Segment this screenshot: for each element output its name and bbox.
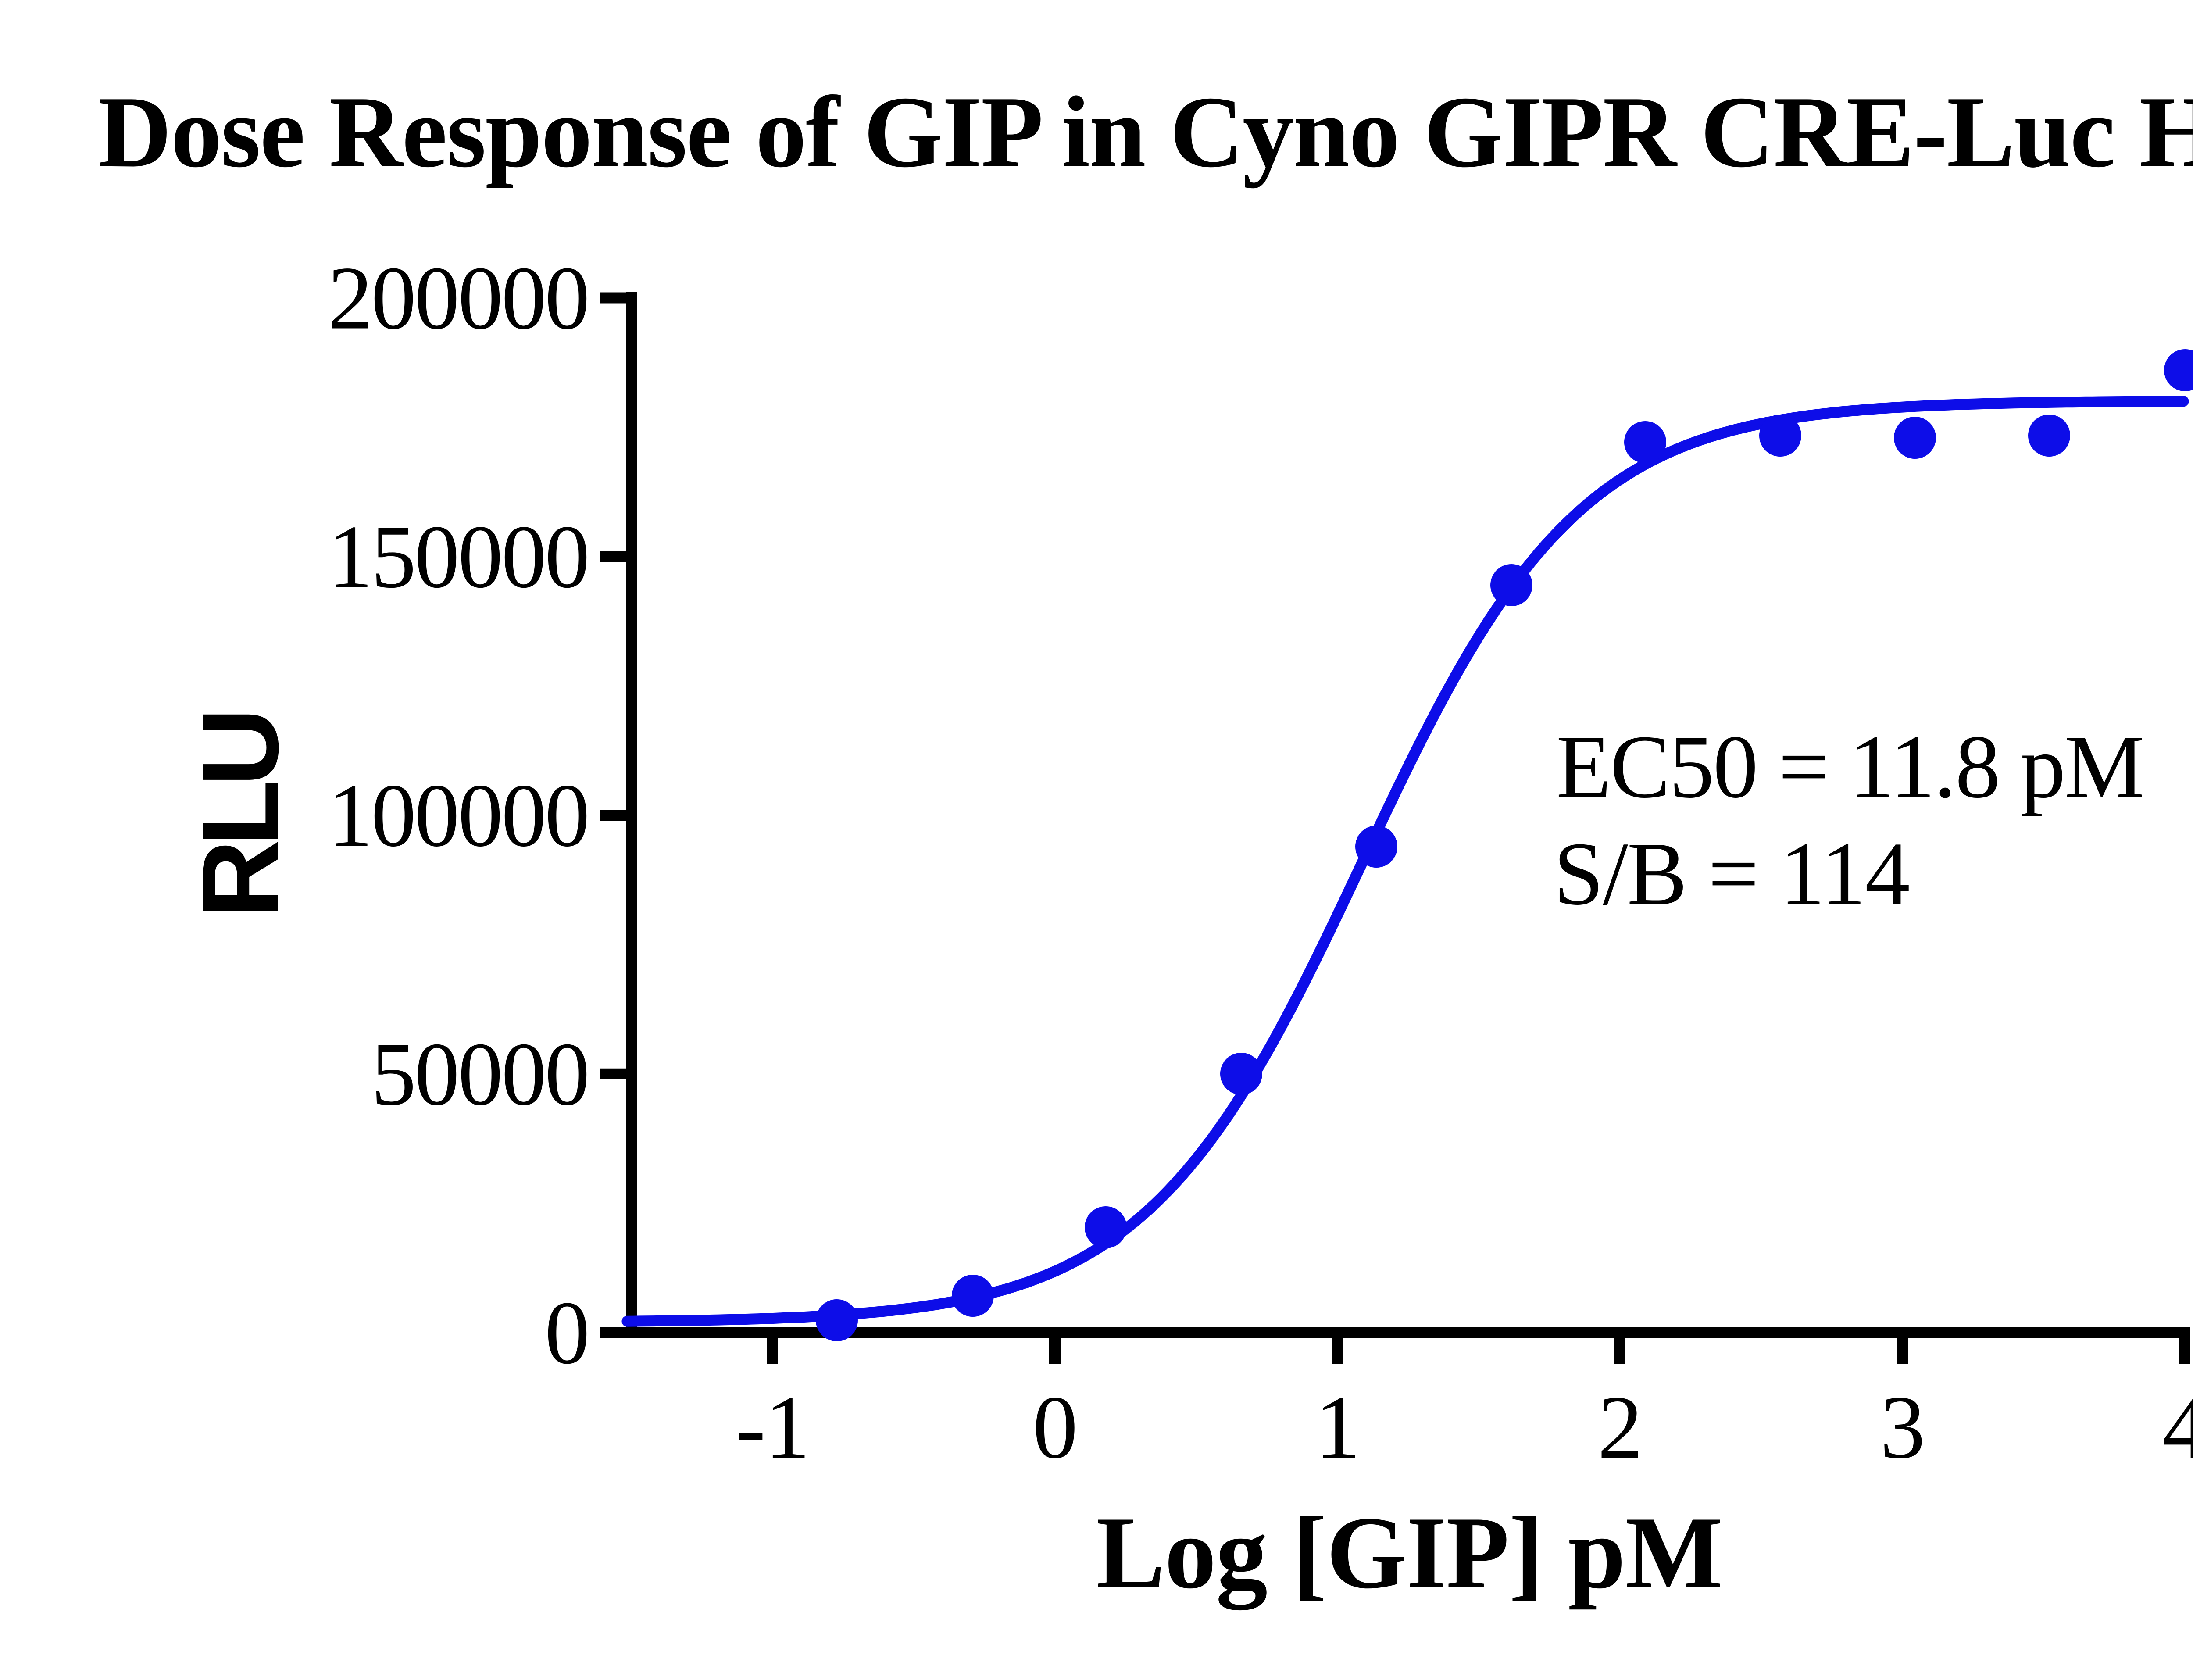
svg-text:1: 1 (1315, 1377, 1360, 1477)
svg-text:-1: -1 (736, 1377, 809, 1477)
svg-text:Dose Response of GIP in Cyno G: Dose Response of GIP in Cyno GIPR CRE-Lu… (98, 75, 2193, 189)
svg-text:S/B = 114: S/B = 114 (1554, 823, 1909, 924)
svg-text:2: 2 (1598, 1377, 1642, 1477)
svg-text:150000: 150000 (328, 506, 588, 607)
svg-text:0: 0 (1033, 1377, 1077, 1477)
svg-text:Log [GIP] pM: Log [GIP] pM (1096, 1496, 1722, 1610)
svg-text:50000: 50000 (371, 1024, 588, 1124)
svg-text:0: 0 (545, 1283, 588, 1383)
svg-text:RLU: RLU (179, 715, 301, 919)
svg-text:EC50 = 11.8 pM: EC50 = 11.8 pM (1556, 716, 2143, 817)
svg-text:4: 4 (2163, 1377, 2193, 1477)
svg-text:3: 3 (1880, 1377, 1925, 1477)
svg-text:100000: 100000 (328, 765, 588, 865)
svg-text:200000: 200000 (328, 248, 588, 348)
